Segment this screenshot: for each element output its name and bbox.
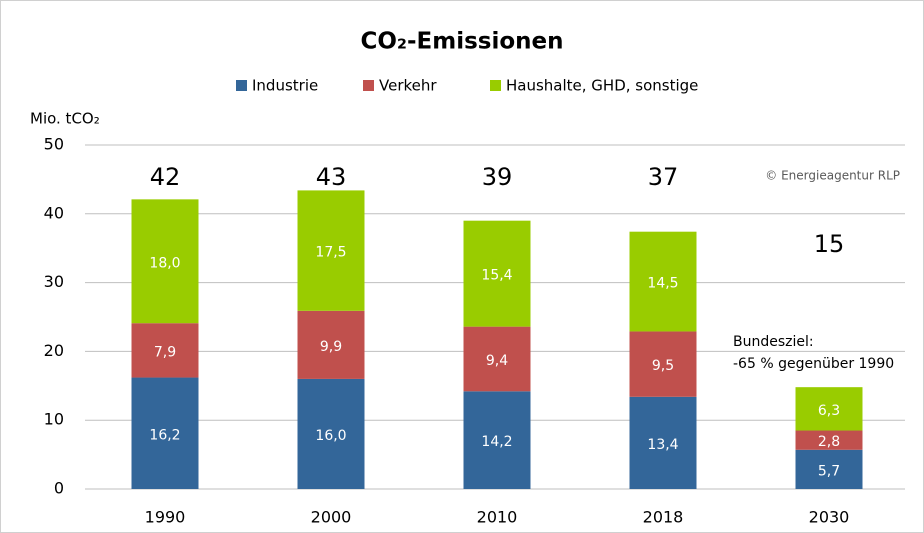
value-label: 14,5 [647, 276, 678, 292]
bar-segment [463, 326, 531, 392]
x-tick-label: 2030 [809, 508, 850, 527]
bar-segment [795, 430, 863, 450]
value-label: 9,5 [652, 358, 674, 374]
bar-segment [131, 199, 199, 324]
bar-segment [463, 391, 531, 489]
x-tick-label: 2010 [477, 508, 518, 527]
y-axis-label: Mio. tCO₂ [30, 110, 100, 128]
y-tick-label: 20 [44, 341, 64, 360]
legend-label: Industrie [252, 77, 318, 95]
total-label: 43 [316, 163, 347, 191]
y-tick-label: 40 [44, 203, 64, 222]
bar-segment [629, 231, 697, 332]
value-label: 15,4 [481, 268, 512, 284]
legend-label: Verkehr [379, 77, 437, 95]
bar-segment [297, 190, 365, 311]
bar-segment [795, 449, 863, 489]
value-label: 2,8 [818, 434, 840, 450]
y-tick-label: 30 [44, 272, 64, 291]
x-tick-label: 2000 [311, 508, 352, 527]
bar-segment [795, 387, 863, 431]
value-label: 16,0 [315, 428, 346, 444]
bar-segment [131, 323, 199, 378]
y-tick-label: 10 [44, 410, 64, 429]
legend-swatch [363, 80, 374, 91]
value-label: 9,9 [320, 339, 342, 355]
bar-segment [131, 377, 199, 489]
value-label: 17,5 [315, 245, 346, 261]
value-label: 7,9 [154, 344, 176, 360]
total-label: 39 [482, 163, 513, 191]
legend-label: Haushalte, GHD, sonstige [506, 77, 698, 95]
value-label: 9,4 [486, 353, 508, 369]
value-label: 16,2 [149, 427, 180, 443]
y-tick-label: 0 [54, 479, 64, 498]
x-tick-label: 2018 [643, 508, 684, 527]
annotation: -65 % gegenüber 1990 [733, 356, 894, 372]
source: © Energieagentur RLP [765, 169, 900, 183]
value-label: 6,3 [818, 403, 840, 419]
total-label: 37 [648, 163, 679, 191]
y-tick-label: 50 [44, 135, 64, 154]
bar-segment [297, 378, 365, 489]
legend-swatch [236, 80, 247, 91]
value-label: 18,0 [149, 255, 180, 271]
total-label: 42 [150, 163, 181, 191]
total-label: 15 [814, 230, 845, 258]
value-label: 14,2 [481, 434, 512, 450]
bar-segment [629, 331, 697, 397]
x-tick-label: 1990 [145, 508, 186, 527]
value-label: 5,7 [818, 463, 840, 479]
value-label: 13,4 [647, 437, 678, 453]
legend-swatch [490, 80, 501, 91]
bar-segment [297, 310, 365, 379]
annotation: Bundesziel: [733, 334, 814, 350]
bar-segment [629, 396, 697, 489]
chart-title: CO₂-Emissionen [360, 29, 563, 55]
bar-segment [463, 220, 531, 327]
